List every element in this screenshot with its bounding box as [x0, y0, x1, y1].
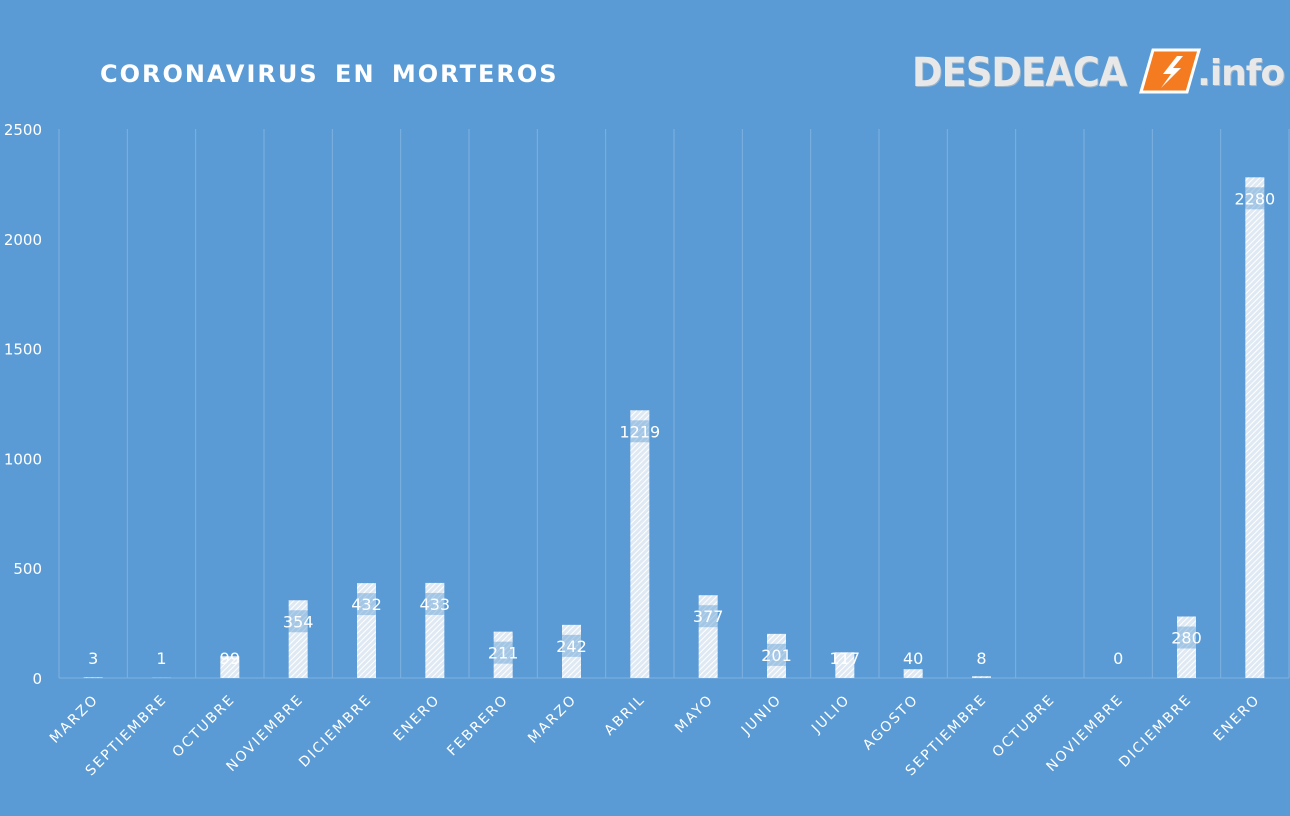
bar — [903, 669, 923, 678]
x-category-label: MAYO — [672, 692, 717, 737]
y-tick-label: 1000 — [4, 450, 42, 468]
bar — [835, 652, 855, 678]
x-category-label: DICIEMBRE — [296, 692, 375, 771]
data-label: 117 — [830, 649, 861, 668]
bar — [288, 600, 308, 678]
data-label: 280 — [1171, 629, 1202, 648]
data-label: 99 — [220, 649, 240, 668]
data-label: 211 — [488, 644, 519, 663]
y-tick-label: 0 — [32, 670, 42, 688]
x-category-label: ENERO — [1211, 692, 1264, 745]
data-label: 432 — [351, 595, 382, 614]
x-category-label: MARZO — [525, 692, 580, 747]
logo-brand-text: DESDEACA — [912, 50, 1127, 96]
data-label: 377 — [693, 607, 724, 626]
chart-title: CORONAVIRUS EN MORTEROS — [100, 60, 559, 88]
data-label-bg — [688, 605, 729, 628]
y-tick-label: 2500 — [4, 121, 42, 139]
y-tick-label: 500 — [13, 560, 42, 578]
data-label-bg — [756, 643, 797, 666]
bar — [767, 633, 786, 678]
x-category-label: FEBRERO — [444, 692, 512, 760]
logo-suffix-text: .info — [1197, 52, 1285, 94]
data-label: 242 — [556, 637, 587, 656]
data-label-bg — [1166, 626, 1207, 649]
data-label-bg — [551, 634, 592, 657]
data-label: 433 — [420, 595, 451, 614]
x-category-label: JUNIO — [738, 692, 785, 739]
site-logo: DESDEACA .info — [912, 48, 1285, 99]
bar — [698, 595, 718, 678]
bar — [425, 582, 445, 678]
x-category-label: ENERO — [391, 692, 444, 745]
x-category-label: JULIO — [808, 692, 853, 737]
data-label: 1 — [156, 649, 166, 668]
x-category-label: ABRIL — [601, 692, 648, 739]
bar — [357, 583, 376, 678]
data-label: 3 — [88, 649, 98, 668]
data-label-bg — [1234, 187, 1275, 210]
data-label: 2280 — [1234, 189, 1275, 208]
x-category-label: MARZO — [47, 692, 102, 747]
bar — [220, 656, 240, 678]
y-tick-label: 2000 — [4, 231, 42, 249]
data-label-bg — [278, 610, 319, 633]
x-category-label: OCTUBRE — [170, 692, 239, 761]
bar — [83, 677, 103, 678]
data-label: 354 — [283, 612, 314, 631]
bar — [1245, 177, 1265, 678]
data-label: 8 — [976, 649, 986, 668]
bar — [630, 410, 650, 678]
y-tick-label: 1500 — [4, 341, 42, 359]
data-label-bg — [346, 593, 387, 616]
data-label: 40 — [903, 649, 923, 668]
x-category-label: AGOSTO — [860, 692, 922, 754]
x-category-label: OCTUBRE — [990, 692, 1059, 761]
data-label-bg — [619, 420, 660, 443]
data-label-bg — [414, 592, 455, 615]
lightning-bolt-icon — [1139, 48, 1202, 99]
data-label: 1219 — [619, 422, 660, 441]
data-label: 201 — [761, 646, 792, 665]
data-label-bg — [483, 641, 524, 664]
bar — [1177, 616, 1196, 678]
data-label: 0 — [1113, 649, 1123, 668]
bar — [972, 676, 991, 678]
bar — [562, 624, 581, 678]
x-category-label: DICIEMBRE — [1116, 692, 1195, 771]
bar — [493, 631, 513, 678]
